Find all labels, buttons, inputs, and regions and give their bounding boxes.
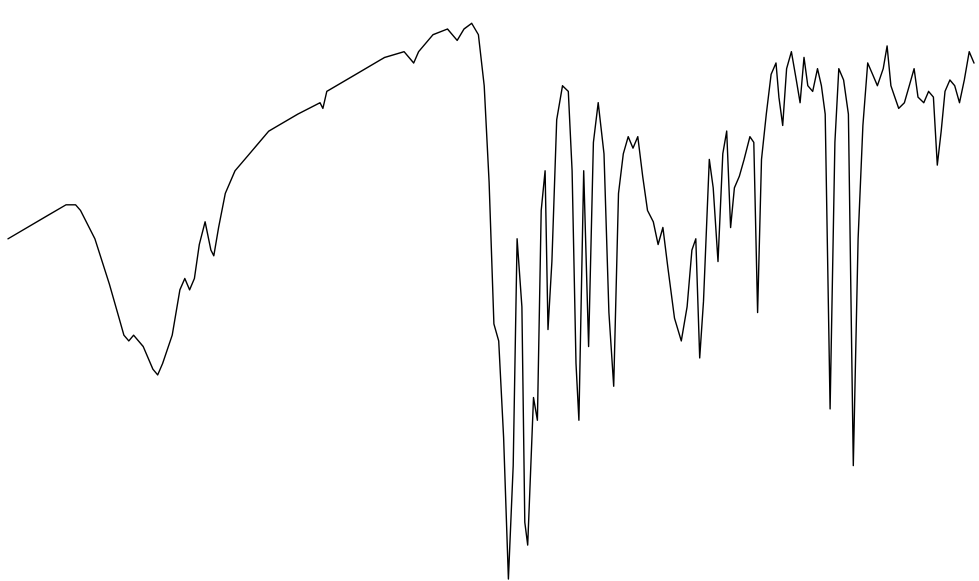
spectrum-series-line bbox=[7, 22, 975, 580]
plot-area bbox=[7, 22, 975, 580]
